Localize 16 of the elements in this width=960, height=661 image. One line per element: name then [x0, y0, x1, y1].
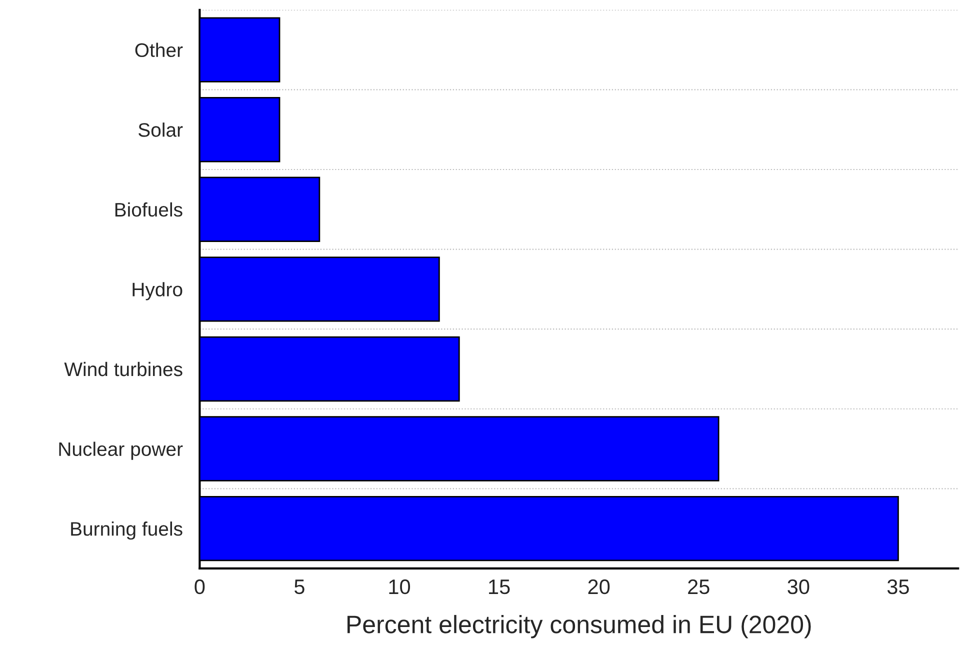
y-tick-label: Hydro — [132, 282, 182, 300]
x-tick-label: 20 — [588, 579, 610, 594]
x-tick-label: 5 — [294, 580, 304, 594]
x-tick-label: 25 — [688, 579, 710, 594]
y-tick-label: Burning fuels — [71, 522, 182, 540]
x-tick-label: 0 — [194, 579, 205, 594]
y-tick-label: Wind turbines — [64, 362, 182, 376]
y-tick-label: Biofuels — [115, 202, 182, 217]
x-tick-label: 15 — [489, 580, 510, 594]
y-tick-label: Solar — [138, 122, 183, 137]
y-tick-label: Other — [135, 42, 183, 58]
y-tick-label: Nuclear power — [59, 442, 183, 460]
x-tick-label: 35 — [887, 579, 909, 594]
x-tick-label: 10 — [389, 579, 410, 594]
x-tick-label: 30 — [788, 579, 810, 594]
x-axis-title: Percent electricity consumed in EU (2020) — [348, 614, 811, 638]
